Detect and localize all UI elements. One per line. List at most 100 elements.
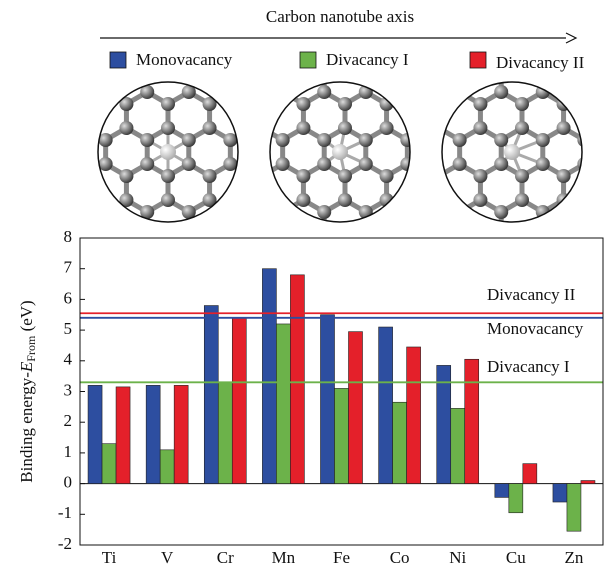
atom [494, 0, 508, 3]
atom [317, 157, 331, 171]
atom [276, 205, 290, 219]
atom [244, 193, 258, 207]
bond [490, 272, 511, 284]
atom [244, 121, 258, 135]
bond [158, 272, 179, 284]
bond [449, 272, 470, 284]
atom [338, 169, 352, 183]
atom [234, 85, 248, 99]
atom [255, 25, 269, 39]
atom [359, 157, 373, 171]
bond [439, 56, 460, 68]
atom [453, 13, 467, 27]
bond [241, 272, 262, 284]
atom [182, 157, 196, 171]
bond [241, 20, 262, 32]
bar [204, 306, 218, 484]
x-tick-label: Ni [449, 548, 466, 567]
atom [317, 85, 331, 99]
atom [161, 169, 175, 183]
bar [451, 408, 465, 483]
bond [376, 272, 397, 284]
y-axis-label-part: (eV) [17, 300, 36, 335]
atom [296, 25, 310, 39]
atom [557, 241, 571, 255]
atom [338, 193, 352, 207]
atom [453, 157, 467, 171]
atom [411, 205, 425, 219]
atom [36, 25, 50, 39]
bond [511, 20, 532, 32]
y-tick-label: 8 [64, 227, 73, 246]
atom [99, 85, 113, 99]
bond [272, 92, 293, 104]
bond [43, 92, 64, 104]
bond [407, 128, 428, 140]
atom [432, 193, 446, 207]
bond [126, 20, 147, 32]
bond [532, 20, 553, 32]
atom [223, 13, 237, 27]
atom [515, 121, 529, 135]
bond [397, 200, 418, 212]
atom [598, 97, 608, 111]
bond [407, 164, 428, 176]
bond [418, 56, 439, 68]
bond [470, 20, 491, 32]
atom [421, 169, 435, 183]
atom [78, 25, 92, 39]
bond [439, 200, 460, 212]
bond [230, 272, 251, 284]
bond [0, 236, 2, 248]
atom [390, 85, 404, 99]
atom [119, 25, 133, 39]
atom [78, 121, 92, 135]
atom [577, 85, 591, 99]
atom [223, 205, 237, 219]
axis-caption: Carbon nanotube axis [266, 7, 414, 26]
atom [203, 265, 217, 279]
atom [140, 229, 154, 243]
bond [106, 20, 127, 32]
atom [567, 13, 581, 27]
atom [453, 205, 467, 219]
atom [546, 265, 560, 279]
bond [262, 56, 283, 68]
atom [276, 0, 290, 3]
bond [43, 20, 64, 32]
atom [244, 97, 258, 111]
atom [78, 49, 92, 63]
atom [546, 241, 560, 255]
bar [321, 315, 335, 484]
bond [584, 164, 605, 176]
atom [587, 25, 601, 39]
atom [276, 157, 290, 171]
bond [43, 56, 64, 68]
atom [78, 193, 92, 207]
atom [400, 205, 414, 219]
bond [314, 272, 335, 284]
bond [64, 164, 85, 176]
x-tick-label: Cr [217, 548, 234, 567]
bond [377, 272, 398, 284]
bond [584, 56, 605, 68]
atom [193, 0, 207, 3]
bond [345, 272, 366, 284]
bond [189, 272, 210, 284]
bond [418, 92, 439, 104]
atom [203, 241, 217, 255]
atom [338, 25, 352, 39]
x-tick-label: Ti [102, 548, 117, 567]
atom [286, 25, 300, 39]
bond [251, 200, 272, 212]
bond [511, 272, 532, 284]
atom [161, 121, 175, 135]
bond [574, 20, 595, 32]
bond [0, 200, 2, 212]
atom [557, 169, 571, 183]
atom [598, 25, 608, 39]
bar [523, 464, 537, 484]
atom [546, 25, 560, 39]
bar [146, 385, 160, 483]
reference-label: Divacancy II [487, 285, 576, 304]
